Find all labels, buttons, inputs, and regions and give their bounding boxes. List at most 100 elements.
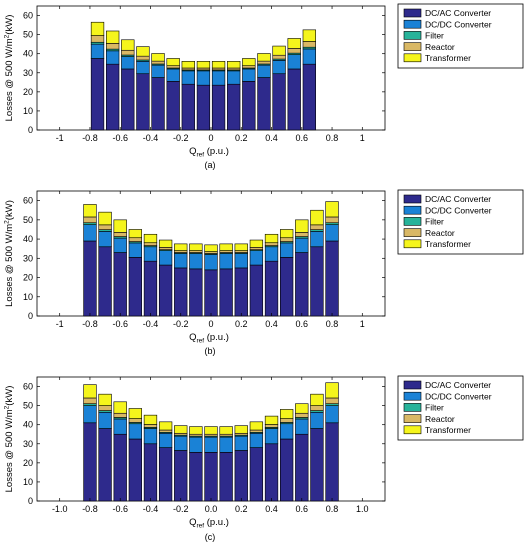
bar-transformer	[249, 239, 264, 248]
bar-dc-dc-converter	[151, 64, 165, 78]
legend-swatch	[403, 217, 422, 226]
bar-dc-ac-converter	[325, 240, 339, 317]
bar-dc-dc-converter	[234, 253, 248, 269]
y-tick-label: 40	[23, 49, 33, 59]
bar-dc-dc-converter	[196, 70, 211, 86]
bar-transformer	[189, 243, 203, 251]
bar-dc-ac-converter	[249, 264, 264, 317]
bar-dc-ac-converter	[113, 433, 127, 502]
bar-reactor	[128, 237, 143, 242]
legend-label: Reactor	[425, 414, 455, 424]
bar-transformer	[325, 201, 339, 218]
bar-dc-dc-converter	[136, 61, 150, 75]
bar-reactor	[249, 429, 264, 433]
bar-dc-dc-converter	[272, 60, 286, 75]
bar-reactor	[302, 41, 316, 48]
bar-reactor	[121, 49, 135, 56]
legend-label: DC/DC Converter	[425, 205, 492, 215]
legend-swatch	[403, 425, 422, 435]
bar-dc-ac-converter	[272, 73, 286, 131]
bar-reactor	[264, 242, 279, 246]
x-axis-label: Qref (p.u.)	[189, 146, 229, 159]
bar-dc-ac-converter	[219, 268, 233, 317]
bar-reactor	[113, 412, 127, 418]
bar-dc-ac-converter	[158, 447, 173, 502]
bar-dc-dc-converter	[181, 70, 195, 85]
x-tick-label: 1	[360, 319, 365, 329]
bar-reactor	[143, 424, 158, 428]
bar-dc-ac-converter	[98, 246, 112, 317]
x-tick-label: -0.4	[143, 319, 159, 329]
bar-dc-ac-converter	[136, 73, 150, 131]
bar-dc-ac-converter	[204, 452, 218, 502]
bar-dc-dc-converter	[98, 231, 112, 248]
bar-transformer	[181, 61, 195, 69]
legend-label: DC/AC Converter	[425, 8, 491, 18]
bar-reactor	[264, 424, 279, 428]
bar-transformer	[295, 219, 309, 233]
y-axis-label: Losses @ 500 W/m2(kW)	[4, 15, 16, 122]
panel-caption: (a)	[205, 160, 216, 170]
bar-dc-ac-converter	[234, 267, 248, 317]
y-tick-label: 0	[28, 125, 33, 135]
bar-reactor	[295, 232, 309, 237]
chart-panel-1: 0 10 20 30 40 50 60 -1 -0.8 -0.6 -0.4 -0.2 0 0.2 0.4 0.…	[4, 3, 524, 170]
x-tick-label: -0.2	[173, 504, 189, 514]
bar-reactor	[90, 35, 105, 43]
bar-dc-dc-converter	[189, 253, 203, 270]
bar-reactor	[325, 216, 339, 224]
bar-reactor	[242, 65, 256, 69]
x-tick-label: 0.4	[265, 133, 278, 143]
bar-transformer	[189, 426, 203, 435]
legend-swatch	[403, 239, 422, 249]
x-tick-label: 0	[208, 319, 213, 329]
bar-dc-dc-converter	[158, 250, 173, 266]
bar-transformer	[166, 58, 180, 67]
x-tick-label: 0.6	[296, 133, 309, 143]
bar-reactor	[158, 247, 173, 250]
bar-reactor	[279, 418, 294, 423]
bar-reactor	[279, 237, 294, 242]
bar-dc-dc-converter	[219, 253, 233, 270]
y-tick-label: 50	[23, 30, 33, 40]
bar-transformer	[264, 233, 279, 244]
bar-dc-dc-converter	[174, 435, 188, 451]
x-tick-label: 0.0	[205, 504, 218, 514]
x-tick-label: 0.8	[326, 319, 339, 329]
x-tick-label: 1.0	[356, 504, 369, 514]
y-tick-label: 60	[23, 382, 33, 392]
bar-dc-ac-converter	[249, 447, 264, 502]
y-tick-label: 10	[23, 106, 33, 116]
x-tick-label: 0.8	[326, 504, 339, 514]
bar-transformer	[219, 426, 233, 435]
legend-label: Transformer	[425, 425, 471, 435]
x-axis-label: Qref (p.u.)	[189, 517, 229, 530]
bar-transformer	[242, 58, 256, 67]
legend-swatch	[403, 194, 422, 204]
bar-dc-ac-converter	[295, 433, 309, 502]
bar-transformer	[143, 414, 158, 425]
x-axis-label: Qref (p.u.)	[189, 332, 229, 345]
legend-swatch	[403, 42, 422, 51]
bar-dc-dc-converter	[128, 242, 143, 258]
bar-dc-ac-converter	[90, 58, 105, 131]
bar-dc-ac-converter	[174, 267, 188, 317]
y-tick-label: 10	[23, 292, 33, 302]
bar-dc-dc-converter	[242, 68, 256, 82]
bar-dc-dc-converter	[113, 418, 127, 435]
bar-dc-ac-converter	[151, 77, 165, 131]
bar-dc-ac-converter	[325, 422, 339, 502]
bar-dc-ac-converter	[98, 428, 112, 502]
bar-dc-dc-converter	[90, 43, 105, 59]
x-tick-label: 0.8	[326, 133, 339, 143]
bar-dc-dc-converter	[189, 436, 203, 453]
legend-swatch	[403, 19, 422, 29]
bar-dc-ac-converter	[83, 240, 97, 317]
bar-transformer	[106, 30, 120, 44]
legend-label: Filter	[425, 217, 444, 227]
bar-transformer	[136, 46, 150, 57]
bar-dc-dc-converter	[279, 423, 294, 440]
bar-dc-ac-converter	[242, 81, 256, 131]
bar-reactor	[151, 60, 165, 65]
